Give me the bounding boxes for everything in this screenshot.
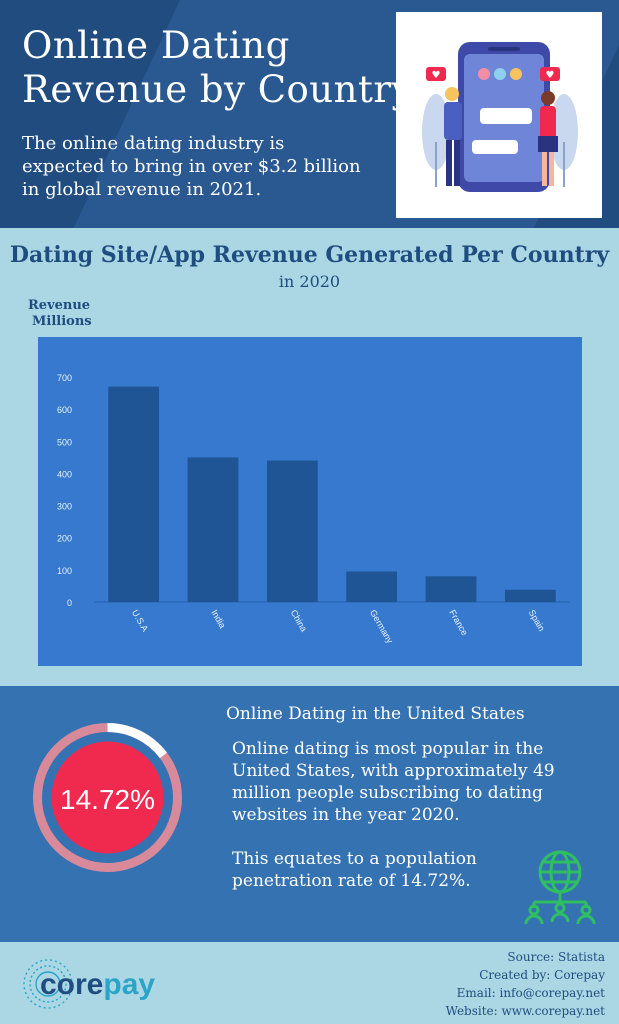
x-tick-label: India <box>209 608 227 630</box>
y-axis-label-line-1: Revenue <box>28 298 91 313</box>
header-banner: Online Dating Revenue by Country The onl… <box>0 0 619 228</box>
bar-chart: 0 100 200 300 400 500 600 700 U.S.A India China Ger… <box>57 373 570 645</box>
y-tick-label: 700 <box>57 373 72 383</box>
bar-spain <box>504 589 556 602</box>
x-tick-label: U.S.A <box>130 608 150 633</box>
y-tick-label: 500 <box>57 437 72 447</box>
credit-source: Source: Statista <box>507 950 605 964</box>
title-line-1: Online Dating <box>22 24 290 67</box>
y-axis-label-line-2: Millions <box>32 314 92 329</box>
y-tick-label: 400 <box>57 469 72 479</box>
svg-text:corepay: corepay <box>40 968 155 1001</box>
us-paragraph-2: This equates to a population penetration… <box>232 849 477 891</box>
dating-app-illustration: ♥ ♥ <box>396 12 602 218</box>
corepay-logo: corepay <box>23 959 155 1009</box>
y-tick-label: 100 <box>57 566 72 576</box>
header-subtitle: The online dating industry is expected t… <box>22 133 361 200</box>
svg-text:♥: ♥ <box>546 70 555 81</box>
bar-france <box>425 576 477 602</box>
penetration-rate-ring: 14.72% <box>33 723 182 872</box>
ring-progress-arc <box>107 723 167 759</box>
bar-india <box>187 457 239 602</box>
chart-plot-area: 0 100 200 300 400 500 600 700 U.S.A India China Ger… <box>38 337 582 666</box>
chart-title: Dating Site/App Revenue Generated Per Co… <box>9 242 610 268</box>
credits: Source: Statista Created by: Corepay Ema… <box>446 948 605 1020</box>
y-tick-label: 0 <box>67 598 72 608</box>
bar-usa <box>108 386 160 602</box>
ring-inner-fill <box>51 741 164 854</box>
y-tick-label: 200 <box>57 534 72 544</box>
rate-label: 14.72% <box>60 784 155 815</box>
title-line-2: Revenue by Country <box>22 68 413 111</box>
y-tick-label: 300 <box>57 502 72 512</box>
x-tick-label: Spain <box>527 608 547 633</box>
chart-section: Dating Site/App Revenue Generated Per Co… <box>0 228 619 686</box>
x-tick-label: France <box>447 608 470 637</box>
dating-app-icon: ♥ ♥ <box>422 42 578 192</box>
y-tick-label: 600 <box>57 405 72 415</box>
footer: corepay Source: Statista Created by: Cor… <box>0 942 619 1024</box>
us-paragraph-1: Online dating is most popular in the Uni… <box>232 739 555 825</box>
globe-network-icon <box>524 850 596 925</box>
page-title: Online Dating Revenue by Country <box>22 24 413 112</box>
chart-subtitle: in 2020 <box>278 272 341 291</box>
x-tick-label: China <box>289 608 309 633</box>
bar-china <box>266 460 318 602</box>
y-axis-label: Revenue Millions <box>28 298 92 330</box>
x-tick-label: Germany <box>368 608 395 645</box>
credit-website: Website: www.corepay.net <box>445 1004 605 1018</box>
us-section: Online Dating in the United States 14.72… <box>0 686 619 942</box>
credit-created-by: Created by: Corepay <box>479 968 605 982</box>
credit-email: Email: info@corepay.net <box>456 986 605 1000</box>
us-section-title: Online Dating in the United States <box>226 704 525 724</box>
us-section-body: Online dating is most popular in the Uni… <box>232 738 572 914</box>
bar-germany <box>346 571 398 602</box>
svg-text:♥: ♥ <box>432 70 441 81</box>
